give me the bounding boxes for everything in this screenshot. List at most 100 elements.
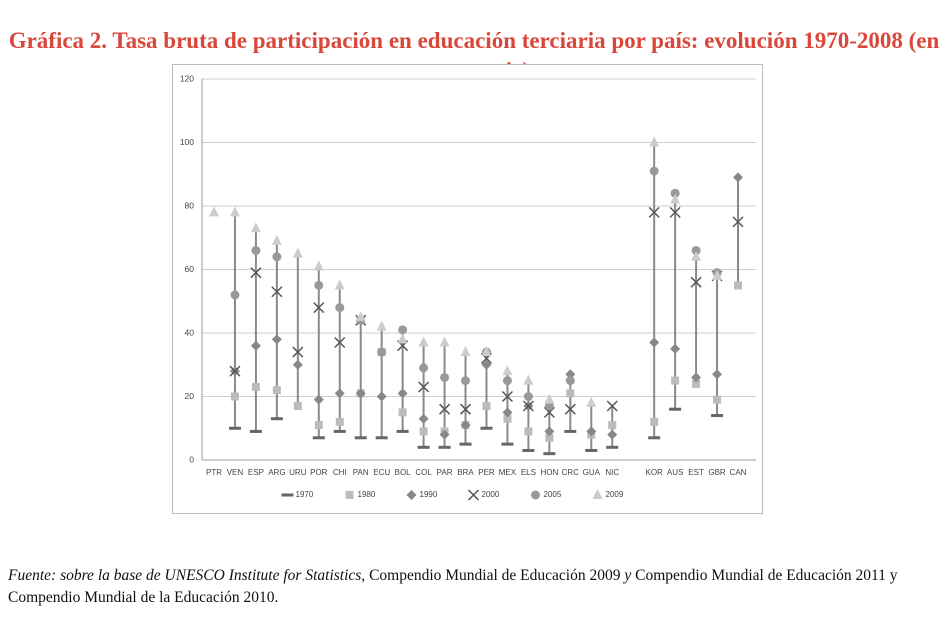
data-point (586, 396, 597, 407)
data-point (460, 420, 471, 431)
data-point (292, 359, 303, 370)
legend-marker (467, 489, 480, 501)
data-point (648, 206, 660, 218)
data-point (733, 172, 743, 183)
y-tick-label: 20 (185, 391, 195, 401)
legend-label: 2005 (544, 490, 562, 499)
chart: 0 20 40 60 80 100 120 PTR VEN ESP ARG URU POR CHI PAN E… (172, 64, 763, 514)
legend-marker (406, 490, 417, 500)
x-tick-label: PTR (206, 468, 222, 477)
data-point (398, 325, 408, 335)
y-tick-label: 100 (180, 137, 194, 147)
data-point (271, 286, 283, 298)
source-text: Fuente: sobre la base de UNESCO Institut… (8, 567, 366, 584)
data-point (565, 369, 576, 380)
data-point (670, 343, 681, 354)
data-point (608, 421, 617, 430)
chart-border (172, 64, 763, 514)
data-point (397, 333, 408, 344)
data-point (313, 302, 325, 314)
data-point (523, 392, 533, 401)
x-tick-label: CRC (562, 468, 580, 477)
y-tick-label: 60 (185, 264, 195, 274)
source-text: y (624, 567, 632, 584)
data-point (314, 421, 323, 430)
data-point (293, 402, 302, 411)
data-point (586, 426, 597, 437)
data-point (335, 417, 344, 426)
data-point (691, 372, 702, 383)
data-point (691, 250, 702, 261)
x-tick-label: ECU (373, 468, 390, 477)
y-tick-label: 80 (185, 200, 195, 210)
data-point (398, 408, 407, 417)
legend-label: 1970 (296, 490, 314, 499)
x-tick-label: CHI (333, 468, 347, 477)
data-point (419, 363, 429, 373)
data-point (649, 166, 659, 176)
data-point (418, 381, 430, 393)
data-point (271, 234, 282, 245)
data-point (524, 427, 533, 436)
data-point (250, 340, 261, 351)
y-tick-label: 40 (185, 327, 195, 337)
x-tick-label: ARG (268, 468, 285, 477)
data-point (566, 389, 575, 398)
data-point (419, 427, 428, 436)
x-tick-label: GUA (583, 468, 601, 477)
data-point (523, 374, 534, 385)
data-point (502, 365, 513, 376)
data-point (692, 379, 701, 388)
data-point (292, 346, 304, 358)
source-text: Compendio Mundial de Educación 2009 (365, 567, 625, 584)
data-point (564, 403, 576, 415)
data-point (649, 337, 660, 348)
data-point (418, 413, 429, 424)
x-tick-label: COL (415, 468, 432, 477)
x-tick-label: NIC (605, 468, 619, 477)
data-point (544, 393, 555, 404)
x-tick-label: PAR (437, 468, 453, 477)
data-point (251, 245, 261, 255)
data-point (649, 136, 660, 147)
data-point (671, 376, 680, 385)
data-point (272, 252, 282, 262)
data-point (544, 426, 555, 437)
data-point (732, 216, 744, 228)
data-point (376, 320, 387, 331)
data-point (355, 311, 366, 322)
x-tick-label: ELS (521, 468, 536, 477)
data-point (334, 279, 345, 290)
data-point (439, 336, 450, 347)
data-point (734, 281, 742, 290)
data-point (459, 403, 472, 415)
data-point (251, 382, 260, 391)
data-point (418, 336, 429, 347)
data-point (313, 394, 324, 405)
x-tick-label: BRA (457, 468, 474, 477)
data-point (461, 376, 471, 386)
data-point (713, 395, 722, 404)
data-point (545, 433, 554, 442)
x-tick-label: HON (540, 468, 558, 477)
data-point (439, 403, 451, 415)
data-point (314, 280, 324, 290)
data-point (501, 390, 513, 403)
data-point (271, 334, 282, 345)
x-tick-label: VEN (227, 468, 244, 477)
x-tick-label: KOR (645, 468, 663, 477)
data-point (670, 193, 681, 204)
data-point (503, 414, 512, 423)
x-tick-label: GBR (708, 468, 726, 477)
data-point (669, 206, 681, 218)
data-point (250, 222, 261, 233)
data-point (209, 206, 219, 217)
source-text: Compendio Mundial de Educación 2011 y Co… (8, 567, 898, 606)
data-point (229, 365, 241, 377)
data-point (376, 391, 387, 402)
x-tick-label: URU (289, 468, 307, 477)
x-tick-label: AUS (667, 468, 683, 477)
y-tick-label: 120 (180, 73, 194, 83)
data-point (544, 401, 554, 411)
x-tick-label: POR (310, 468, 328, 477)
